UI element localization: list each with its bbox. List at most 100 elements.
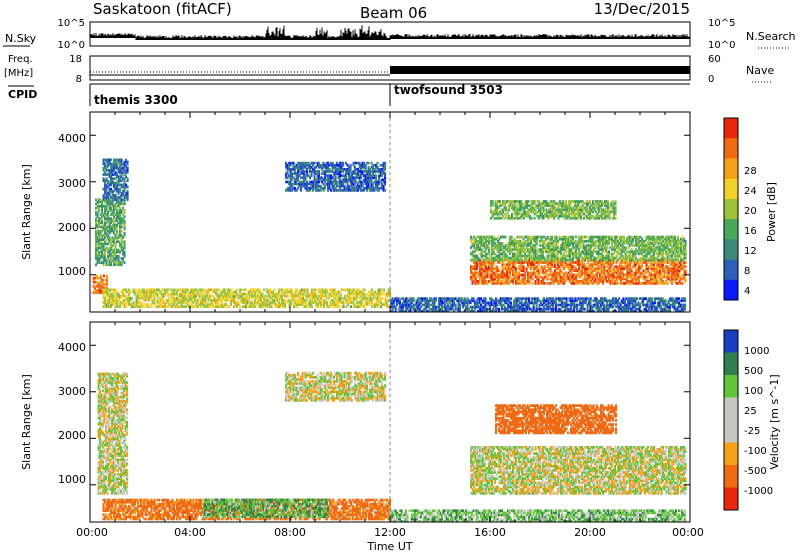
power-cell [131,297,133,300]
power-cell [106,275,108,278]
power-cell [685,278,687,281]
freq-trace [90,66,690,75]
power-cell [384,172,386,175]
power-cell [544,265,546,268]
power-cell [224,289,226,292]
power-cell [116,230,118,233]
power-cell [505,236,507,239]
power-cell [311,305,313,308]
noise-right-tick-top: 10^5 [708,18,735,29]
power-cell [326,289,328,292]
power-cell [502,242,504,245]
freq-label-2: [MHz] [4,68,33,79]
power-cell [384,189,386,192]
power-cell [314,162,316,165]
power-cell [124,209,126,212]
noise-trace [90,25,689,40]
power-cell [293,162,295,165]
freq-right-tick-top: 60 [708,54,721,65]
power-cell [127,167,129,170]
power-cell [350,164,352,167]
power-cell [130,291,132,294]
power-cell [340,293,342,296]
power-cell [124,219,126,222]
beam-title: Beam 06 [360,4,427,22]
power-cell [685,261,687,264]
power-cell [667,282,669,285]
power-cell [682,282,684,285]
noise-right-tick-bottom: 10^0 [708,40,735,51]
power-cell [556,236,558,239]
power-cell [100,275,102,278]
power-cell [342,162,344,165]
power-cell [263,289,265,292]
power-cell [314,289,316,292]
power-cell [102,279,104,282]
power-cell [187,289,189,292]
power-cell [118,255,120,258]
power-cell [488,246,490,249]
power-cell [274,289,276,292]
power-cell [584,263,586,266]
power-cell [685,269,687,272]
power-cell [617,282,619,285]
power-cell [163,299,165,302]
power-cell [511,236,513,239]
power-cell [384,162,386,165]
power-cell [521,259,523,262]
freq-left-tick-top: 18 [69,54,82,65]
power-cell [478,257,480,260]
power-cell [124,240,126,243]
power-cell [281,289,283,292]
power-cell [380,289,382,292]
cpid-label: CPID [8,88,37,101]
cpid-mode-1: themis 3300 [94,93,178,107]
date-title: 13/Dec/2015 [594,0,690,18]
noise-left-label: N.Sky [5,32,37,45]
power-cell [551,236,553,239]
power-cell [245,289,247,292]
power-cell [377,162,379,165]
power-cell [121,159,123,162]
power-cell [127,161,129,164]
power-cell [523,265,525,268]
power-cell [239,305,241,308]
power-cell [368,162,370,165]
power-cell [287,295,289,298]
freq-left-tick-bottom: 8 [76,74,82,85]
power-cell [350,305,352,308]
power-cell [101,219,103,222]
power-cell [685,265,687,268]
station-title: Saskatoon (fitACF) [93,0,232,18]
power-cell [532,282,534,285]
power-cell [292,291,294,294]
power-cell [326,301,328,304]
power-cell [124,215,126,218]
power-cell [127,186,129,189]
power-cell [127,190,129,193]
power-cell [110,159,112,162]
power-cell [544,282,546,285]
freq-label-1: Freq. [8,54,33,65]
power-cell [103,275,105,278]
power-cell [338,305,340,308]
power-cell [307,289,309,292]
power-cell [124,232,126,235]
power-cell [241,289,243,292]
noise-left-tick-bottom: 10^0 [58,40,85,51]
noise-left-tick-top: 10^5 [58,18,85,29]
nave-block [390,66,690,74]
nave-label: Nave [746,64,774,77]
power-cell [375,174,377,177]
power-cell [148,303,150,306]
power-cell [371,289,373,292]
power-cell [572,236,574,239]
power-cell [532,278,534,281]
power-cell [124,261,126,264]
power-cell [121,230,123,233]
power-cell [575,236,577,239]
noise-right-label: N.Search [746,30,796,43]
power-cell [364,289,366,292]
